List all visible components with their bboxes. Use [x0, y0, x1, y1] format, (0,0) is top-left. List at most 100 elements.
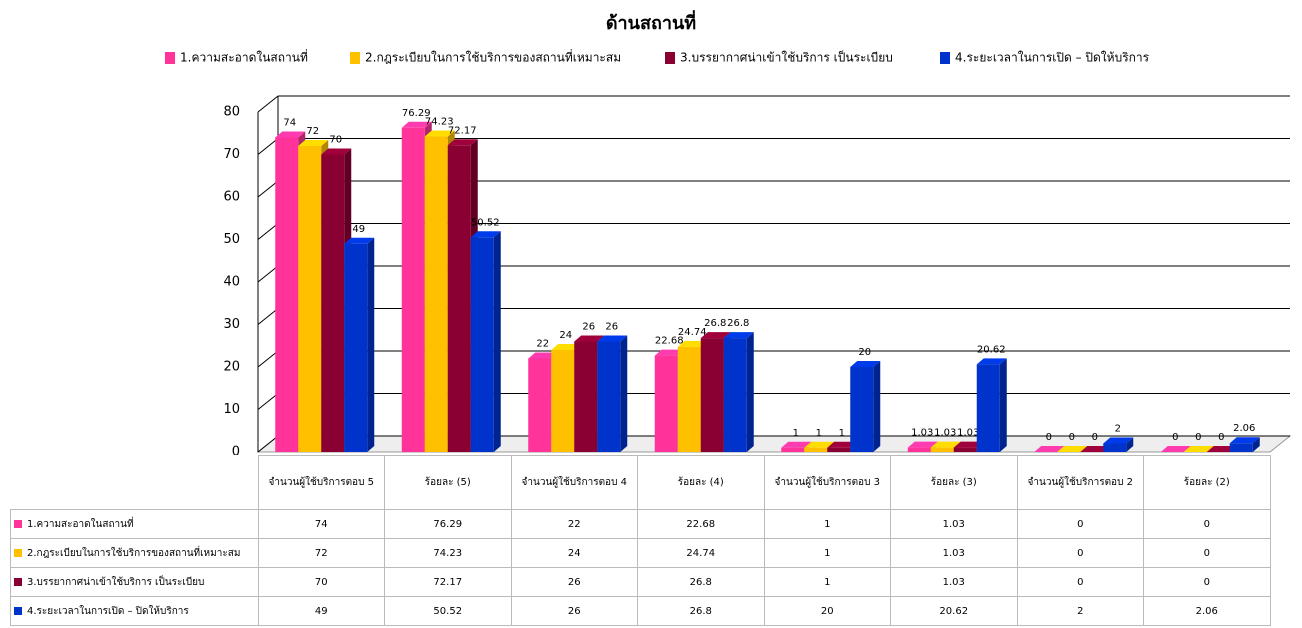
- bar-top: [298, 140, 329, 146]
- bar-top: [551, 344, 582, 350]
- grid-line: [257, 350, 279, 368]
- category-cell: จำนวนผู้ใช้บริการตอบ 2: [1016, 455, 1144, 510]
- data-table: จำนวนผู้ใช้บริการตอบ 5 ร้อยละ (5) จำนวนผู้…: [10, 455, 1271, 626]
- bar-front: [804, 447, 828, 452]
- value-label: 1: [793, 428, 799, 439]
- bar-top: [953, 441, 984, 448]
- category-cell: จำนวนผู้ใช้บริการตอบ 3: [763, 455, 891, 510]
- bar-top: [275, 131, 306, 138]
- value-cell: 2.06: [1143, 596, 1271, 626]
- bar-top: [321, 148, 352, 155]
- series-name: 1.ความสะอาดในสถานที่: [27, 518, 134, 530]
- value-label: 49: [352, 224, 365, 235]
- corner-cell: [11, 456, 259, 510]
- bar-top: [344, 237, 375, 244]
- value-label: 26.8: [704, 318, 726, 329]
- bar-side: [1252, 437, 1260, 452]
- value-cell: 26: [510, 567, 638, 597]
- bar-front: [907, 447, 931, 452]
- bar-top: [1183, 446, 1214, 452]
- value-cell: 50.52: [384, 596, 512, 626]
- bar-front: [528, 358, 552, 452]
- bar-top: [827, 441, 858, 448]
- bar-front: [1103, 443, 1127, 452]
- bar-front: [827, 447, 851, 452]
- legend-label: 4.ระยะเวลาในการเปิด – ปิดให้บริการ: [955, 51, 1150, 65]
- series-cell: 3.บรรยากาศน่าเข้าใช้บริการ เป็นระเบียบ: [10, 567, 259, 597]
- bar-top: [976, 358, 1007, 365]
- bar-front: [401, 127, 425, 452]
- bar-top: [470, 231, 501, 238]
- chart: ด้านสถานที่ 1.ความสะอาดในสถานที่ 2.กฎระเบ…: [165, 10, 1292, 455]
- bar: [1080, 446, 1111, 452]
- value-label: 1.03: [957, 428, 979, 439]
- bar-top: [1034, 446, 1065, 452]
- bar: [597, 335, 628, 452]
- bar: [1160, 446, 1191, 452]
- value-cell: 1.03: [890, 538, 1018, 568]
- bar-front: [781, 447, 805, 452]
- grid-line: [257, 265, 279, 283]
- bar-front: [574, 341, 598, 452]
- bar-side: [367, 237, 375, 452]
- value-label: 0: [1069, 432, 1075, 443]
- bar-front: [930, 447, 954, 452]
- value-label: 72: [306, 126, 319, 137]
- bar-top: [1229, 437, 1260, 444]
- value-cell: 0: [1143, 538, 1271, 568]
- value-cell: 24.74: [637, 538, 765, 568]
- y-tick-label: 80: [223, 105, 240, 120]
- legend-label: 1.ความสะอาดในสถานที่: [180, 49, 308, 65]
- value-label: 76.29: [402, 108, 431, 119]
- bar-top: [1160, 446, 1191, 452]
- grid-line: [257, 95, 279, 113]
- category-cell: ร้อยละ (2): [1143, 455, 1271, 510]
- bar-top: [723, 332, 754, 339]
- y-tick-label: 60: [223, 190, 240, 205]
- value-label: 72.17: [448, 125, 477, 136]
- bar-front: [654, 355, 678, 452]
- value-label: 2.06: [1233, 423, 1255, 434]
- bar-top: [700, 332, 731, 339]
- value-label: 1.03: [911, 428, 933, 439]
- value-cell: 20: [763, 596, 891, 626]
- bar-front: [321, 154, 345, 452]
- bar-front: [447, 145, 471, 452]
- bar-top: [930, 441, 961, 448]
- bar-front: [597, 341, 621, 452]
- value-cell: 26: [510, 596, 638, 626]
- bar-front: [344, 243, 368, 452]
- y-tick-label: 30: [223, 317, 240, 332]
- bar-side: [999, 358, 1007, 452]
- legend-key: [14, 606, 22, 615]
- legend-label: 2.กฎระเบียบในการใช้บริการของสถานที่เหมาะ…: [365, 49, 621, 65]
- value-cell: 74.23: [384, 538, 512, 568]
- bar-front: [700, 338, 724, 452]
- value-label: 0: [1195, 432, 1201, 443]
- bar-front: [424, 136, 448, 452]
- value-label: 0: [1218, 432, 1224, 443]
- value-cell: 76.29: [384, 509, 512, 539]
- grid-line: [257, 393, 279, 410]
- bar-top: [424, 130, 455, 137]
- series-name: 2.กฎระเบียบในการใช้บริการของสถานที่เหมาะ…: [27, 547, 241, 559]
- bar-top: [654, 349, 685, 356]
- grid-line: [257, 223, 279, 240]
- value-label: 0: [1172, 432, 1178, 443]
- bar: [850, 361, 881, 452]
- value-label: 2: [1115, 424, 1121, 435]
- value-cell: 0: [1143, 567, 1271, 597]
- value-label: 74.23: [425, 117, 454, 128]
- legend-key: [665, 52, 675, 64]
- legend-label: 3.บรรยากาศน่าเข้าใช้บริการ เป็นระเบียบ: [680, 50, 893, 65]
- grid-line: [257, 435, 279, 453]
- bar-top: [804, 441, 835, 448]
- bar-front: [298, 146, 322, 452]
- value-label: 0: [1092, 432, 1098, 443]
- value-label: 22.68: [655, 336, 684, 347]
- grid-line: [257, 180, 279, 198]
- bar-top: [1206, 446, 1237, 452]
- bar: [470, 231, 501, 452]
- value-cell: 22: [510, 509, 638, 539]
- value-cell: 70: [257, 567, 385, 597]
